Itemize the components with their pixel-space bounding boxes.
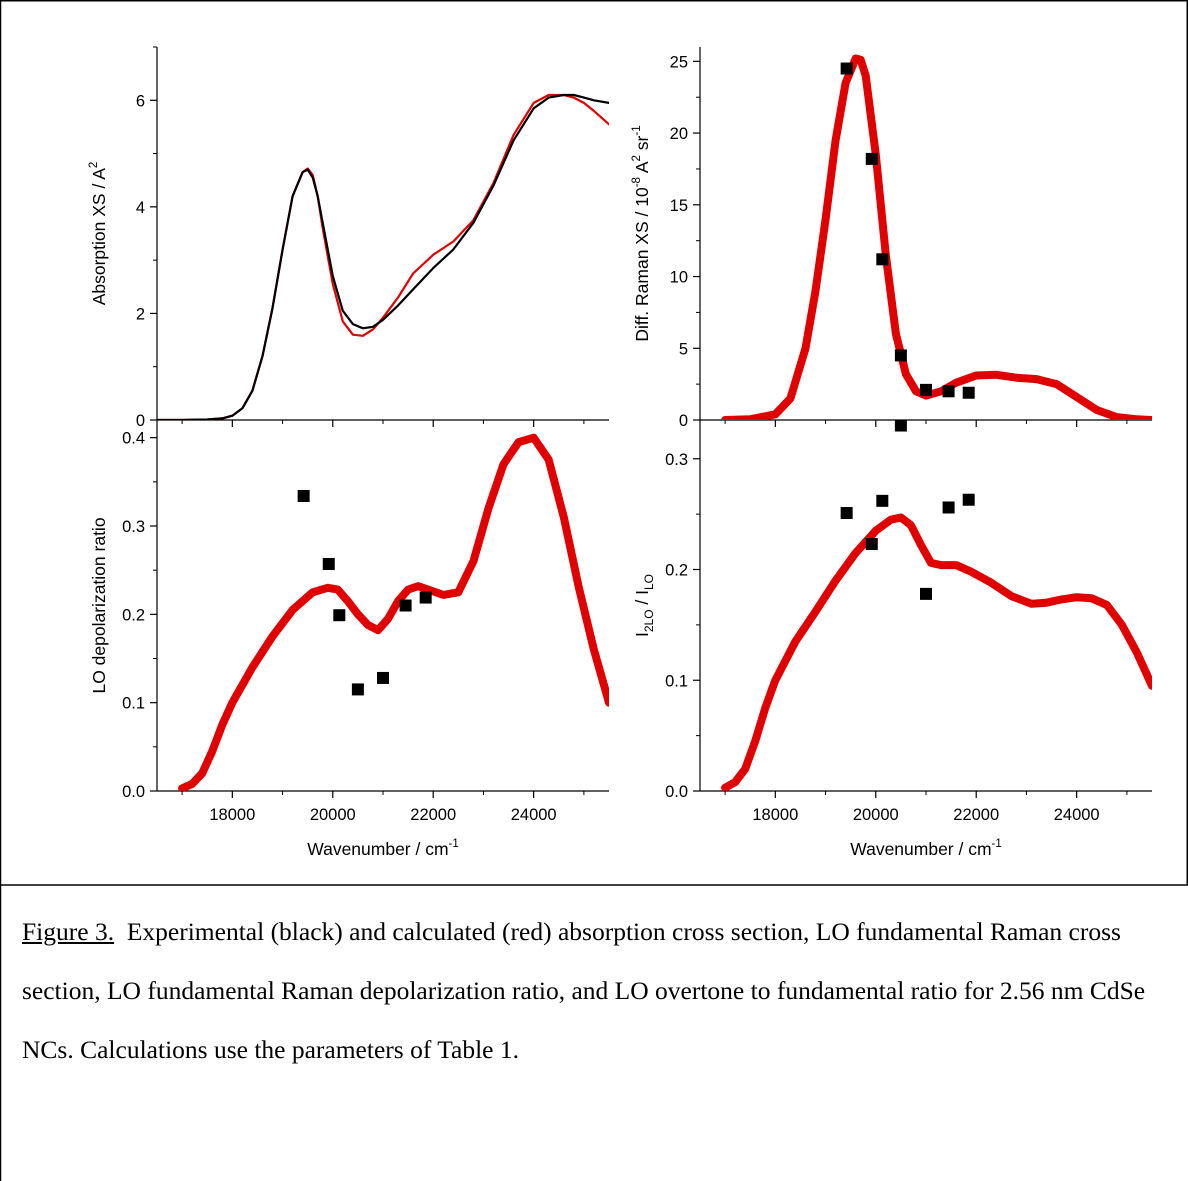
data-point [920,383,932,396]
data-point [942,385,955,398]
y-tick-label: 6 [136,92,145,110]
data-point [297,489,310,502]
data-point [876,494,889,507]
y-tick-label: 5 [679,340,688,358]
y-tick-label: 25 [670,53,688,71]
y-tick-label: 0.2 [665,562,688,580]
axis-label: Absorption XS / A2​ [88,162,109,306]
y-tick-label: 10 [670,269,688,287]
depolarization-ratio-panel: 0.0 0.1 0.2 0.3 0.4 18000 20000 22000 24000 LO de… [89,420,609,859]
x-tick-label: 22000 [410,806,456,824]
x-tick-label: 20000 [853,806,899,824]
data-point [419,591,432,604]
y-tick-label: 0.4 [122,430,145,448]
calculated-curve [721,54,1152,420]
y-tick-label: 2 [136,305,145,323]
x-tick-label: 20000 [310,806,356,824]
data-point [322,557,335,570]
y-tick-label: 0 [679,412,688,430]
data-point [894,419,907,432]
y-tick-label: 0.2 [122,606,145,624]
data-point [333,609,346,622]
y-tick-label: 0.1 [122,695,145,713]
data-point [876,253,889,266]
data-point [377,671,389,684]
y-tick-label: 0 [136,412,145,430]
axis-label: I2LO / ILO [632,574,656,637]
y-tick-label: 0.0 [122,783,145,801]
calculated-curve [178,433,609,791]
x-tick-label: 22000 [953,806,999,824]
calculated-curve [157,93,609,420]
x-tick-label: 24000 [1054,806,1100,824]
y-tick-label: 20 [670,125,688,143]
y-tick-label: 0.3 [122,518,145,536]
data-point [840,62,853,75]
y-tick-label: 0.1 [665,672,688,690]
axis-label: LO depolarization ratio [89,517,109,693]
experimental-curve [157,93,609,420]
figure-caption: Figure 3. Experimental (black) and calcu… [22,902,1172,1079]
axis-label: Wavenumber / cm-1​ [307,838,459,859]
x-tick-label: 24000 [511,806,557,824]
data-point [865,152,878,165]
y-tick-label: 15 [670,197,688,215]
data-point [894,349,907,362]
caption-label: Figure 3. [22,917,115,946]
data-point [962,493,975,506]
raman-cross-section-panel: 0 5 10 15 20 25 Diff. Raman XS / 10-8​ A2​ sr-… [631,47,1152,430]
y-tick-label: 0.3 [665,451,688,469]
data-point [399,599,412,612]
data-point [962,386,975,399]
x-tick-label: 18000 [209,806,255,824]
data-point [942,501,955,514]
data-point [865,538,878,551]
y-tick-label: 0.0 [665,783,688,801]
x-tick-label: 18000 [752,806,798,824]
caption-text: Experimental (black) and calculated (red… [22,917,1146,1064]
data-point [351,683,364,696]
axis-label: Diff. Raman XS / 10-8​ A2​ sr-1​ [631,125,652,341]
data-point [840,507,853,520]
overtone-ratio-panel: 0.0 0.1 0.2 0.3 18000 20000 22000 24000 I2LO / I… [632,419,1152,859]
data-point [920,587,932,600]
axis-label: Wavenumber / cm-1​ [850,838,1002,859]
y-tick-label: 4 [136,199,145,217]
calculated-curve [721,513,1152,791]
absorption-panel: 0 2 4 6 Absorption XS / A2​ [88,46,609,430]
